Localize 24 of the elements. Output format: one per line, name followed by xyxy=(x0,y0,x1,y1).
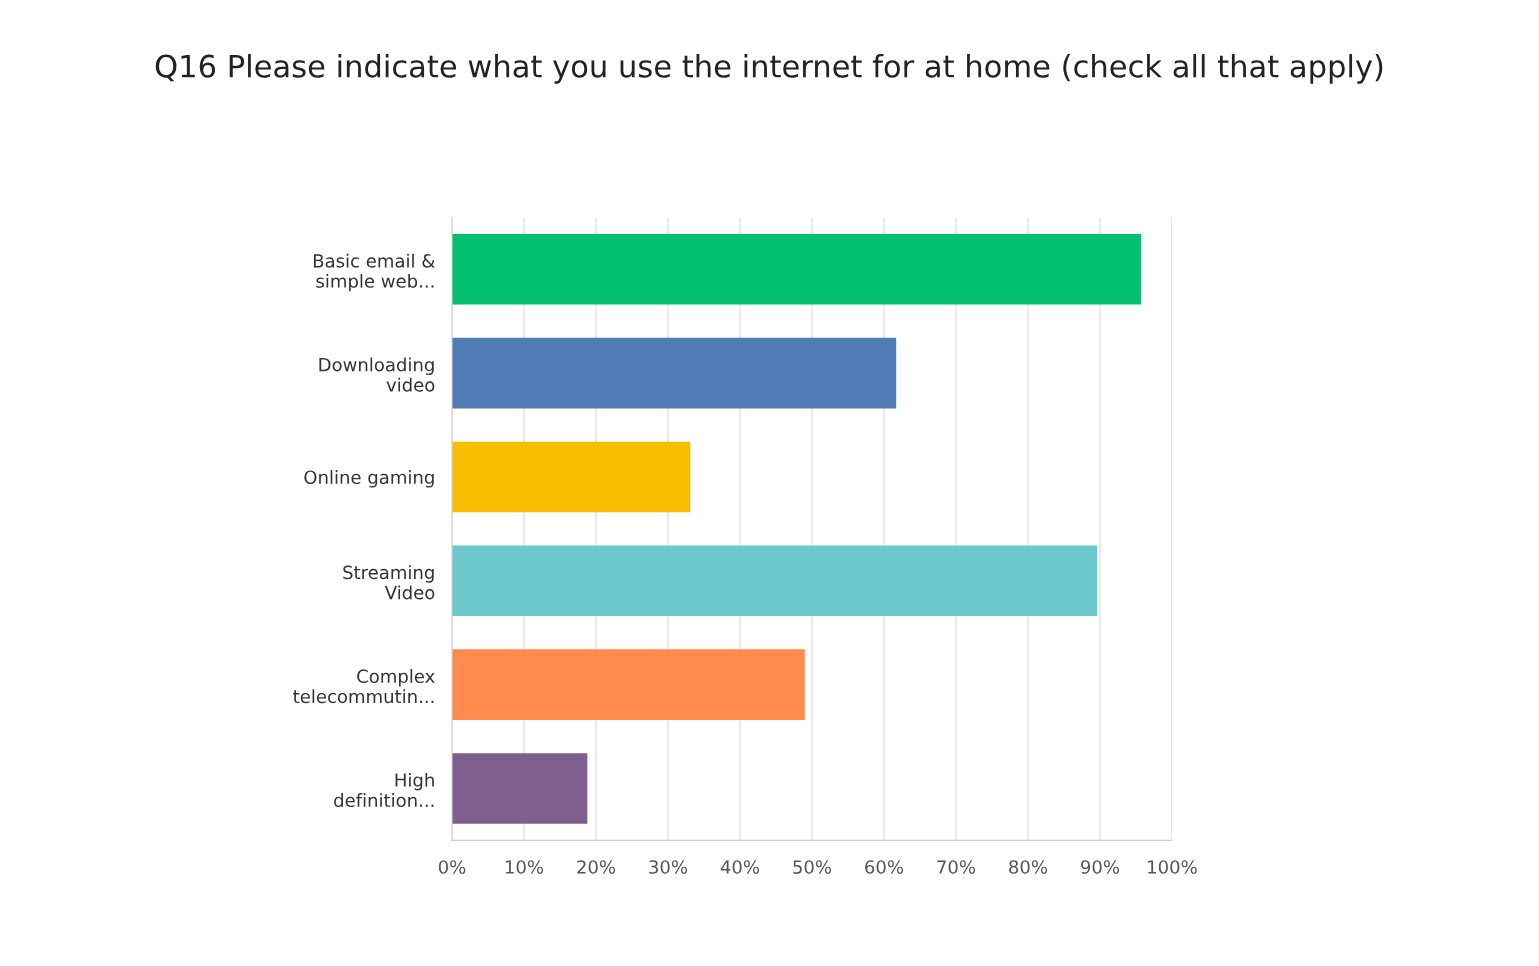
y-tick-label: Complex telecommutin... xyxy=(293,669,435,704)
x-tick-label: 70% xyxy=(937,860,976,874)
bar xyxy=(452,649,805,720)
y-tick-label: Basic email & simple web... xyxy=(313,253,435,292)
x-tick-label: 50% xyxy=(793,860,832,874)
chart-title: Q16 Please indicate what you use the internet for at home (check all that apply) xyxy=(155,54,1383,84)
x-tick-label: 10% xyxy=(505,860,544,874)
bar xyxy=(452,545,1098,617)
bar xyxy=(452,753,588,824)
x-tick-label: 100% xyxy=(1148,860,1197,874)
x-tick-label: 0% xyxy=(438,860,466,874)
bar xyxy=(452,337,897,409)
x-tick-label: 30% xyxy=(649,860,688,874)
x-tick-label: 60% xyxy=(865,860,904,874)
bar xyxy=(452,233,1141,305)
y-tick-label: Streaming Video xyxy=(343,565,435,600)
x-tick-label: 90% xyxy=(1081,860,1120,874)
x-tick-label: 80% xyxy=(1009,860,1048,874)
y-tick-label: Online gaming xyxy=(304,470,434,488)
x-tick-label: 20% xyxy=(577,860,616,874)
x-tick-label: 40% xyxy=(720,860,760,874)
y-tick-label: Downloading video xyxy=(319,357,435,392)
y-tick-label: High definition... xyxy=(334,772,434,808)
bar xyxy=(452,441,691,513)
